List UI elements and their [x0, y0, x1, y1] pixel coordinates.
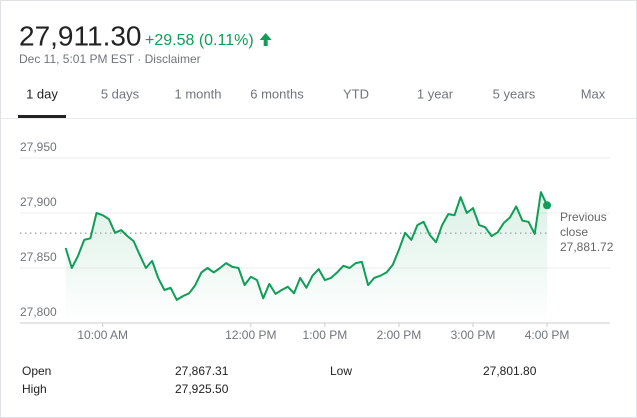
stat-value: 27,801.80 — [483, 364, 537, 378]
tab[interactable]: 5 days — [101, 86, 140, 101]
x-tick-label: 4:00 PM — [525, 328, 570, 342]
stat-name: Open — [22, 364, 51, 378]
stat-value: 27,867.31 — [175, 364, 229, 378]
price: 27,911.30 — [19, 20, 142, 51]
tab[interactable]: 6 months — [250, 86, 304, 101]
previous-close-value: 27,881.72 — [560, 240, 614, 254]
y-tick-label: 27,800 — [20, 305, 57, 319]
y-tick-label: 27,850 — [20, 250, 57, 264]
timestamp[interactable]: Dec 11, 5:01 PM EST · Disclaimer — [19, 52, 201, 66]
y-tick-label: 27,900 — [20, 195, 57, 209]
plot: 27,800 27,850 27,900 27,950 10:00 AM 12:00 PM… — [20, 140, 610, 342]
tab[interactable]: 5 years — [493, 86, 536, 101]
x-tick-label: 2:00 PM — [377, 328, 422, 342]
x-tick-label: 1:00 PM — [303, 328, 348, 342]
tab-underline — [18, 115, 66, 118]
tab[interactable]: 1 month — [175, 86, 222, 101]
stats: Open 27,867.31 High 27,925.50 Low 27,801.80 — [22, 364, 537, 396]
y-tick-label: 27,950 — [20, 140, 57, 154]
previous-close-label: Previous close 27,881.72 — [560, 210, 626, 255]
stat-name: High — [22, 382, 47, 396]
tab[interactable]: Max — [581, 86, 606, 101]
x-tick-label: 12:00 PM — [225, 328, 276, 342]
area — [65, 192, 548, 323]
tabs: 1 day 5 days 1 month 6 months YTD 1 year 5 yea… — [18, 86, 606, 118]
price-change: +29.58 (0.11%) — [145, 32, 254, 49]
last-point — [543, 201, 552, 210]
up-arrow — [259, 33, 272, 46]
x-tick-label: 10:00 AM — [77, 328, 128, 342]
stat-value: 27,925.50 — [175, 382, 229, 396]
stat-name: Low — [330, 364, 352, 378]
price-line — [64, 191, 549, 301]
tab[interactable]: YTD — [343, 86, 369, 101]
tab[interactable]: 1 year — [417, 86, 454, 101]
previous-close-name: Previous close — [560, 210, 607, 239]
tab[interactable]: 1 day — [26, 86, 58, 101]
x-tick-label: 3:00 PM — [451, 328, 496, 342]
